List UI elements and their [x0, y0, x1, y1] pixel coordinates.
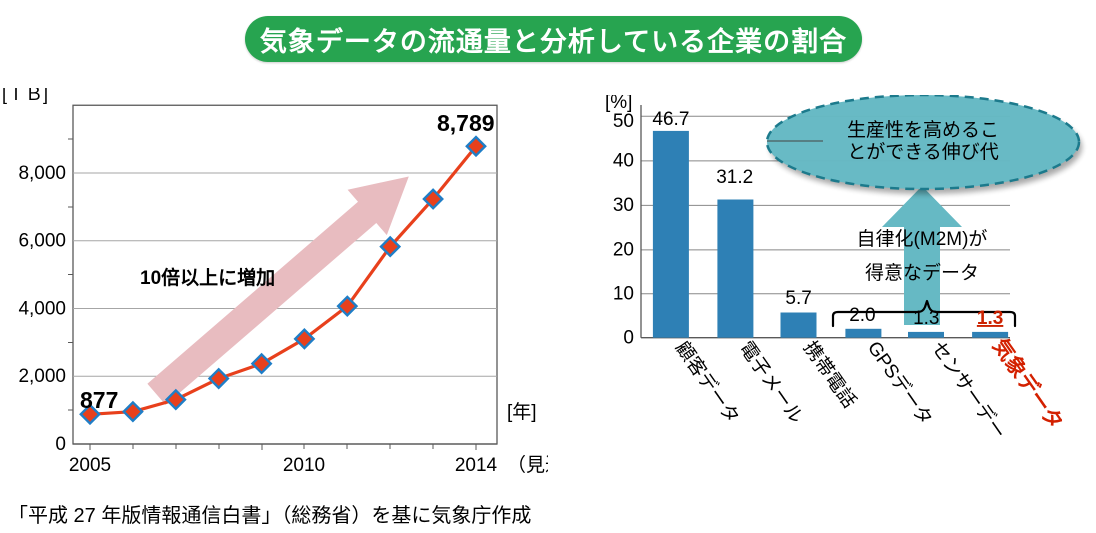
svg-text:0: 0: [55, 434, 66, 455]
svg-text:50: 50: [613, 111, 634, 132]
svg-text:46.7: 46.7: [652, 109, 689, 130]
svg-text:2.0: 2.0: [849, 305, 875, 326]
svg-text:2010: 2010: [283, 455, 325, 476]
svg-text:1.3: 1.3: [913, 308, 939, 329]
svg-text:4,000: 4,000: [18, 299, 66, 320]
svg-text:2,000: 2,000: [18, 366, 66, 387]
svg-text:2005: 2005: [69, 455, 111, 476]
svg-text:6,000: 6,000: [18, 231, 66, 252]
svg-text:8,000: 8,000: [18, 163, 66, 184]
svg-text:[年]: [年]: [507, 401, 537, 423]
svg-text:10倍以上に増加: 10倍以上に増加: [140, 266, 275, 289]
svg-text:顧客データ: 顧客データ: [671, 337, 744, 427]
svg-text:とができる伸び代: とができる伸び代: [847, 141, 999, 163]
svg-text:携帯電話: 携帯電話: [799, 337, 861, 412]
svg-text:31.2: 31.2: [716, 167, 753, 188]
svg-text:40: 40: [613, 151, 634, 172]
svg-text:得意なデータ: 得意なデータ: [865, 262, 979, 284]
svg-text:2014: 2014: [455, 455, 498, 476]
svg-text:877: 877: [80, 387, 118, 413]
svg-text:20: 20: [613, 240, 634, 261]
svg-text:5.7: 5.7: [785, 288, 811, 309]
svg-text:（見込: （見込: [507, 454, 548, 476]
svg-text:自律化(M2M)が: 自律化(M2M)が: [857, 228, 988, 250]
svg-text:[ＴＢ]: [ＴＢ]: [2, 88, 48, 104]
svg-text:GPSデータ: GPSデータ: [863, 337, 937, 429]
svg-text:生産性を高めるこ: 生産性を高めるこ: [847, 119, 999, 141]
svg-text:10: 10: [613, 284, 634, 305]
svg-text:0: 0: [623, 328, 634, 349]
svg-text:8,789: 8,789: [437, 110, 495, 136]
svg-text:30: 30: [613, 195, 634, 216]
svg-text:電子メール: 電子メール: [735, 338, 807, 428]
svg-text:1.3: 1.3: [977, 308, 1003, 329]
